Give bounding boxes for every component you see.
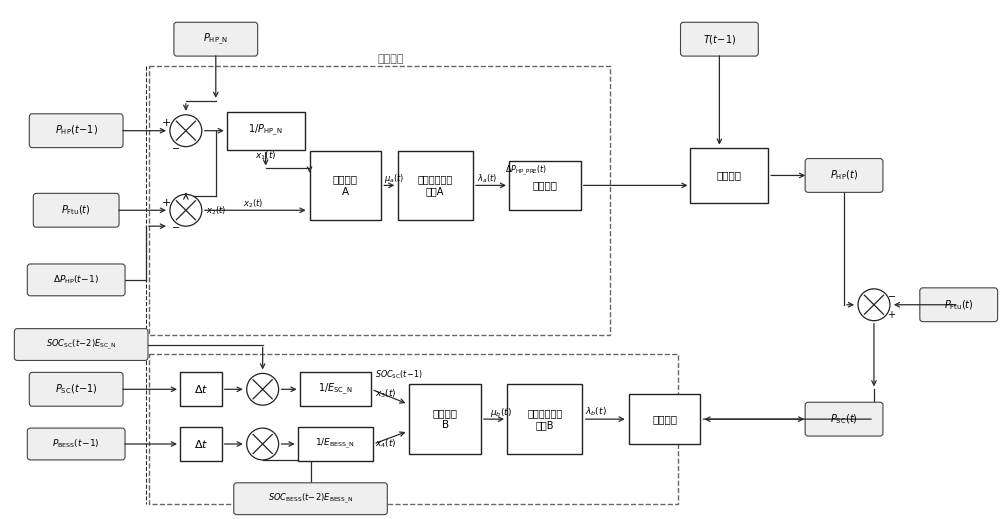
Text: $1/E_{\mathrm{BESS\_N}}$: $1/E_{\mathrm{BESS\_N}}$ bbox=[315, 437, 355, 451]
Text: $\lambda_b(t)$: $\lambda_b(t)$ bbox=[585, 406, 607, 418]
Bar bbox=[398, 151, 473, 220]
Bar bbox=[298, 427, 373, 461]
FancyBboxPatch shape bbox=[27, 428, 125, 460]
Text: $x_3(t)$: $x_3(t)$ bbox=[375, 387, 397, 400]
Circle shape bbox=[170, 194, 202, 226]
Text: $1/P_{\mathrm{HP\_N}}$: $1/P_{\mathrm{HP\_N}}$ bbox=[248, 123, 283, 138]
Text: $x_2(t)$: $x_2(t)$ bbox=[206, 204, 226, 216]
Circle shape bbox=[247, 428, 279, 460]
Text: 功率控制: 功率控制 bbox=[377, 54, 404, 64]
Text: 滤波时间常数
控制A: 滤波时间常数 控制A bbox=[418, 174, 453, 197]
Bar bbox=[629, 394, 700, 444]
Text: $+$: $+$ bbox=[887, 309, 896, 320]
Text: $P_{\mathrm{Ftu}}(t)$: $P_{\mathrm{Ftu}}(t)$ bbox=[944, 298, 974, 311]
Circle shape bbox=[170, 115, 202, 146]
Text: $+$: $+$ bbox=[161, 197, 171, 208]
Text: $SOC_{\mathrm{BESS}}(t\!-\!2)E_{\mathrm{BESS\_N}}$: $SOC_{\mathrm{BESS}}(t\!-\!2)E_{\mathrm{… bbox=[268, 491, 353, 506]
Bar bbox=[690, 148, 768, 203]
Text: $SOC_{\mathrm{SC}}(t\!-\!2)E_{\mathrm{SC\_N}}$: $SOC_{\mathrm{SC}}(t\!-\!2)E_{\mathrm{SC… bbox=[46, 337, 116, 352]
FancyBboxPatch shape bbox=[680, 22, 758, 56]
Circle shape bbox=[858, 289, 890, 321]
Text: $x_1(t)$: $x_1(t)$ bbox=[255, 149, 276, 162]
Bar bbox=[227, 112, 305, 149]
Bar bbox=[149, 354, 678, 503]
Text: 滤波时间常数
控制B: 滤波时间常数 控制B bbox=[527, 408, 562, 430]
Text: 温度控制: 温度控制 bbox=[717, 170, 742, 181]
Text: $P_{\mathrm{SC}}(t\!-\!1)$: $P_{\mathrm{SC}}(t\!-\!1)$ bbox=[55, 383, 98, 396]
Bar bbox=[180, 427, 222, 461]
Text: $P_{\mathrm{HP\_N}}$: $P_{\mathrm{HP\_N}}$ bbox=[203, 32, 228, 47]
Text: $P_{\mathrm{Ftu}}(t)$: $P_{\mathrm{Ftu}}(t)$ bbox=[61, 203, 91, 217]
FancyBboxPatch shape bbox=[33, 194, 119, 227]
Text: $-$: $-$ bbox=[171, 221, 180, 231]
Text: $\Delta P_{\mathrm{HP}}(t\!-\!1)$: $\Delta P_{\mathrm{HP}}(t\!-\!1)$ bbox=[53, 274, 99, 286]
Text: $-$: $-$ bbox=[887, 290, 896, 300]
Text: $\Delta P_{\mathrm{HP\_PRE}}(t)$: $\Delta P_{\mathrm{HP\_PRE}}(t)$ bbox=[505, 163, 547, 177]
Text: $P_{\mathrm{HP}}(t\!-\!1)$: $P_{\mathrm{HP}}(t\!-\!1)$ bbox=[55, 124, 98, 138]
Text: $P_{\mathrm{HP}}(t)$: $P_{\mathrm{HP}}(t)$ bbox=[830, 169, 858, 182]
Text: 模糊控制
B: 模糊控制 B bbox=[433, 408, 458, 430]
Text: $\lambda_a(t)$: $\lambda_a(t)$ bbox=[477, 172, 497, 185]
FancyBboxPatch shape bbox=[29, 373, 123, 406]
Text: 高通滤波: 高通滤波 bbox=[652, 414, 677, 424]
FancyBboxPatch shape bbox=[805, 402, 883, 436]
Text: $1/E_{\mathrm{SC\_N}}$: $1/E_{\mathrm{SC\_N}}$ bbox=[318, 381, 353, 397]
Text: $P_{\mathrm{BESS}}(t\!-\!1)$: $P_{\mathrm{BESS}}(t\!-\!1)$ bbox=[52, 438, 100, 450]
FancyBboxPatch shape bbox=[14, 329, 148, 361]
Bar bbox=[507, 385, 582, 454]
Text: $T(t\!-\!1)$: $T(t\!-\!1)$ bbox=[703, 33, 736, 46]
Text: $\mu_b(t)$: $\mu_b(t)$ bbox=[490, 406, 512, 419]
Bar bbox=[149, 66, 610, 335]
Bar bbox=[409, 385, 481, 454]
Text: $-$: $-$ bbox=[171, 142, 180, 152]
Text: $x_4(t)$: $x_4(t)$ bbox=[375, 438, 397, 450]
Text: $SOC_{\mathrm{SC}}(t\!-\!1)$: $SOC_{\mathrm{SC}}(t\!-\!1)$ bbox=[375, 368, 423, 380]
Bar bbox=[180, 373, 222, 406]
Text: $\Delta t$: $\Delta t$ bbox=[194, 384, 208, 395]
Text: $+$: $+$ bbox=[161, 117, 171, 128]
Bar bbox=[310, 151, 381, 220]
FancyBboxPatch shape bbox=[920, 288, 998, 322]
Text: $\mu_a(t)$: $\mu_a(t)$ bbox=[384, 172, 404, 185]
Text: $\Delta t$: $\Delta t$ bbox=[194, 438, 208, 450]
Bar bbox=[509, 160, 581, 210]
FancyBboxPatch shape bbox=[27, 264, 125, 296]
FancyBboxPatch shape bbox=[805, 158, 883, 193]
Text: 低通滤波: 低通滤波 bbox=[532, 181, 557, 190]
Circle shape bbox=[247, 373, 279, 405]
Text: $x_2(t)$: $x_2(t)$ bbox=[243, 197, 263, 210]
Text: $P_{\mathrm{SC}}(t)$: $P_{\mathrm{SC}}(t)$ bbox=[830, 412, 858, 426]
FancyBboxPatch shape bbox=[29, 114, 123, 147]
Text: 模糊控制
A: 模糊控制 A bbox=[333, 174, 358, 197]
FancyBboxPatch shape bbox=[174, 22, 258, 56]
FancyBboxPatch shape bbox=[234, 483, 387, 515]
Bar bbox=[300, 373, 371, 406]
